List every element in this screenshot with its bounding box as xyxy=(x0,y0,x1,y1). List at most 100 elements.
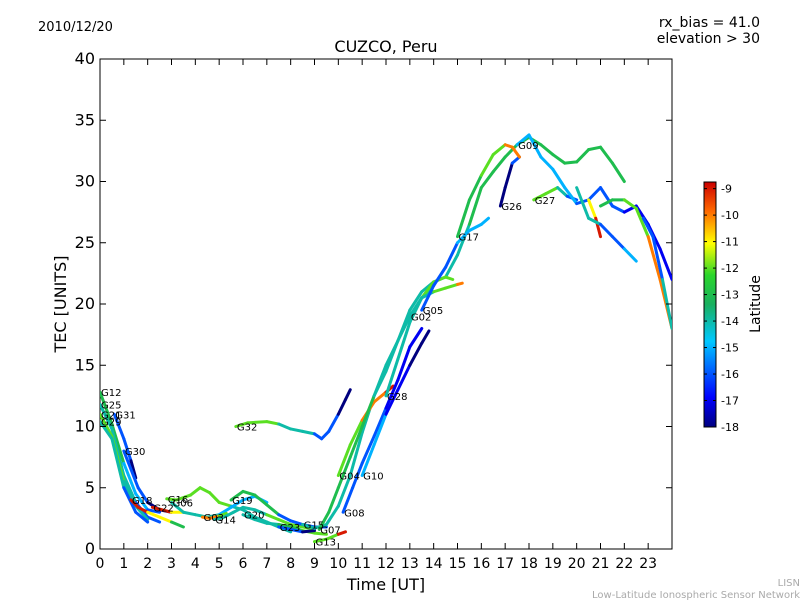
segment xyxy=(122,437,133,463)
segment xyxy=(336,455,352,490)
segment xyxy=(599,186,614,208)
segment xyxy=(208,491,221,504)
series-G23 xyxy=(277,525,316,534)
segment xyxy=(136,505,150,514)
segment xyxy=(324,532,340,541)
segment xyxy=(100,420,114,441)
segment xyxy=(467,186,483,226)
segment xyxy=(510,155,521,165)
segment xyxy=(208,514,221,520)
segment xyxy=(301,523,316,530)
segment xyxy=(134,492,150,512)
segment xyxy=(408,327,424,349)
segment xyxy=(158,515,173,524)
segment xyxy=(498,186,507,208)
segment xyxy=(360,394,376,428)
segment xyxy=(539,143,555,157)
sat-label-G19: G19 xyxy=(232,496,252,507)
sat-label-G07: G07 xyxy=(320,525,340,536)
sat-label-G26: G26 xyxy=(501,202,521,213)
segment xyxy=(136,486,150,504)
x-tick-label: 15 xyxy=(449,556,467,572)
y-tick-label: 20 xyxy=(75,294,95,313)
segment xyxy=(122,474,138,504)
segment xyxy=(241,513,257,522)
segment xyxy=(444,282,459,290)
segment xyxy=(222,510,235,519)
series-G10 xyxy=(360,329,431,477)
sat-label-G15: G15 xyxy=(304,521,324,532)
elevation-label: elevation > 30 xyxy=(657,31,760,47)
segment xyxy=(515,133,531,147)
segment xyxy=(551,153,567,165)
segment xyxy=(432,265,448,288)
segment xyxy=(479,170,495,190)
segment xyxy=(599,222,614,239)
colorbar-tick-label: -14 xyxy=(721,315,739,328)
segment xyxy=(241,489,257,497)
sat-label-G21: G21 xyxy=(101,410,121,421)
x-tick-label: 3 xyxy=(167,556,176,572)
segment xyxy=(444,275,455,281)
sat-label-G17: G17 xyxy=(459,233,479,244)
sat-label-G25: G25 xyxy=(101,400,121,411)
segment xyxy=(231,505,245,514)
segment xyxy=(341,486,355,514)
segment xyxy=(212,515,226,522)
sat-label-G13: G13 xyxy=(316,538,336,549)
segment xyxy=(112,412,126,441)
segment xyxy=(110,437,126,490)
sat-label-G27: G27 xyxy=(535,196,555,207)
x-tick-label: 9 xyxy=(310,556,319,572)
segment xyxy=(217,500,233,508)
segment xyxy=(289,523,305,529)
x-tick-label: 4 xyxy=(191,556,200,572)
segment xyxy=(408,341,424,367)
segment xyxy=(129,459,138,480)
chart-title: CUZCO, Peru xyxy=(334,37,437,56)
segment xyxy=(317,510,331,531)
segment xyxy=(420,329,431,345)
segment xyxy=(372,363,388,398)
series-G31 xyxy=(112,412,138,480)
series-G03 xyxy=(200,511,228,520)
segment xyxy=(432,286,448,294)
segment xyxy=(100,390,114,426)
sat-label-G06: G06 xyxy=(173,498,193,509)
x-tick-label: 18 xyxy=(520,556,538,572)
segment xyxy=(544,186,560,196)
segment xyxy=(532,192,548,202)
rx-bias-label: rx_bias = 41.0 xyxy=(659,15,760,31)
segment xyxy=(348,425,364,459)
segment xyxy=(277,513,293,523)
series-track-29 xyxy=(599,198,672,330)
x-tick-label: 12 xyxy=(377,556,395,572)
y-tick-label: 10 xyxy=(75,417,95,436)
x-tick-label: 22 xyxy=(615,556,633,572)
segment xyxy=(134,510,150,524)
segment xyxy=(527,133,543,159)
segment xyxy=(396,345,412,382)
segment xyxy=(336,530,347,536)
segment xyxy=(160,508,173,514)
y-tick-label: 25 xyxy=(75,233,95,252)
segment xyxy=(277,422,293,431)
y-tick-label: 40 xyxy=(75,49,95,68)
segment xyxy=(100,412,114,438)
segment xyxy=(360,434,376,465)
segment xyxy=(610,161,626,183)
segment xyxy=(587,216,602,226)
segment xyxy=(539,155,555,171)
colorbar-tick-label: -16 xyxy=(721,368,739,381)
segment xyxy=(610,235,626,251)
colorbar-tick-label: -13 xyxy=(721,289,739,302)
segment xyxy=(372,406,388,438)
series-track-31 xyxy=(575,186,638,263)
y-tick-label: 5 xyxy=(85,478,95,497)
segment xyxy=(253,518,269,525)
sat-label-G30: G30 xyxy=(125,447,145,458)
segment xyxy=(408,290,424,312)
segment xyxy=(641,216,655,239)
